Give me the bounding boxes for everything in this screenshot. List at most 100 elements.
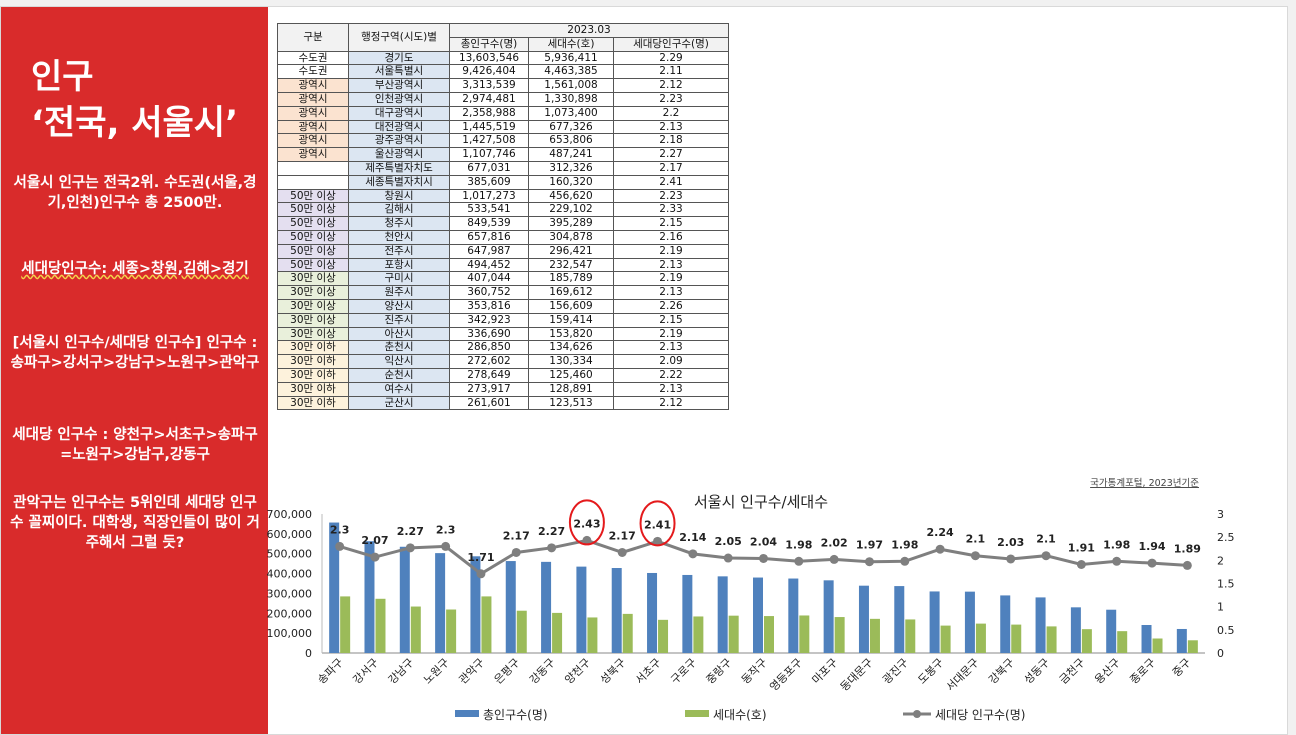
cell-region: 경기도 bbox=[348, 50, 450, 66]
legend-swatch-households bbox=[685, 710, 709, 717]
bar-households bbox=[728, 615, 739, 653]
header-per-household: 세대당인구수(명) bbox=[613, 36, 729, 52]
cell-region: 순천시 bbox=[348, 367, 450, 383]
chart-title: 서울시 인구수/세대수 bbox=[694, 493, 828, 511]
cell-households: 123,513 bbox=[528, 395, 614, 411]
header-population: 총인구수(명) bbox=[449, 36, 529, 52]
bar-population bbox=[647, 572, 658, 653]
table-row: 30만 이하 익산시 272,602 130,334 2.09 bbox=[277, 354, 729, 369]
cell-population: 278,649 bbox=[449, 367, 529, 383]
cell-region: 익산시 bbox=[348, 354, 450, 369]
table-row: 30만 이하 춘천시 286,850 134,626 2.13 bbox=[277, 340, 729, 356]
cell-region: 세종특별자치시 bbox=[348, 174, 450, 190]
table-row: 제주특별자치도 677,031 312,326 2.17 bbox=[277, 160, 729, 176]
table-row: 30만 이상 아산시 336,690 153,820 2.19 bbox=[277, 326, 729, 342]
bar-population bbox=[611, 568, 622, 653]
cell-households: 653,806 bbox=[528, 133, 614, 149]
data-label: 2.02 bbox=[821, 536, 848, 549]
table-row: 세종특별자치시 385,609 160,320 2.41 bbox=[277, 174, 729, 190]
data-label: 2.03 bbox=[997, 536, 1024, 549]
legend-label-per-household: 세대당 인구수(명) bbox=[935, 708, 1025, 722]
bar-households bbox=[658, 619, 669, 653]
cell-households: 296,421 bbox=[528, 243, 614, 259]
cell-group: 광역시 bbox=[277, 105, 349, 121]
bar-households bbox=[1011, 624, 1022, 653]
bar-households bbox=[410, 606, 421, 653]
cell-households: 125,460 bbox=[528, 367, 614, 383]
data-label: 2.04 bbox=[750, 535, 777, 548]
line-point bbox=[617, 547, 627, 557]
bar-population bbox=[435, 553, 446, 653]
cell-region: 부산광역시 bbox=[348, 78, 450, 93]
cell-per-household: 2.13 bbox=[613, 340, 729, 356]
cell-households: 1,561,008 bbox=[528, 78, 614, 93]
cell-population: 3,313,539 bbox=[449, 78, 529, 93]
y-right-tick-label: 0 bbox=[1217, 647, 1224, 660]
line-point bbox=[829, 554, 839, 564]
y-right-tick-label: 0.5 bbox=[1217, 624, 1235, 637]
cell-per-household: 2.13 bbox=[613, 119, 729, 135]
cell-group: 수도권 bbox=[277, 64, 349, 80]
cell-households: 1,073,400 bbox=[528, 105, 614, 121]
cell-region: 제주특별자치도 bbox=[348, 160, 450, 176]
data-label: 2.3 bbox=[436, 523, 456, 536]
cell-region: 울산광역시 bbox=[348, 147, 450, 162]
line-point bbox=[759, 553, 768, 563]
cell-population: 1,445,519 bbox=[449, 119, 529, 135]
line-point bbox=[511, 547, 521, 557]
bar-households bbox=[1081, 629, 1092, 653]
bar-population bbox=[1176, 628, 1187, 653]
bar-population bbox=[788, 578, 799, 653]
left-panel: 인구 ‘전국, 서울시’ 서울시 인구는 전국2위. 수도권(서울,경기,인천)… bbox=[1, 7, 268, 734]
cell-population: 9,426,404 bbox=[449, 64, 529, 80]
header-households: 세대수(호) bbox=[528, 36, 614, 52]
cell-per-household: 2.13 bbox=[613, 381, 729, 397]
cell-region: 원주시 bbox=[348, 285, 450, 300]
table-row: 50만 이상 포항시 494,452 232,547 2.13 bbox=[277, 257, 729, 273]
cell-per-household: 2.19 bbox=[613, 326, 729, 342]
bar-households bbox=[940, 625, 951, 653]
cell-region: 대전광역시 bbox=[348, 119, 450, 135]
cell-per-household: 2.22 bbox=[613, 367, 729, 383]
cell-per-household: 2.09 bbox=[613, 354, 729, 369]
cell-group: 광역시 bbox=[277, 78, 349, 93]
line-point bbox=[688, 549, 698, 559]
cell-households: 304,878 bbox=[528, 229, 614, 245]
cell-per-household: 2.23 bbox=[613, 91, 729, 107]
cell-population: 13,603,546 bbox=[449, 50, 529, 66]
cell-group: 광역시 bbox=[277, 133, 349, 149]
data-label: 2.14 bbox=[679, 531, 706, 544]
data-label: 1.98 bbox=[891, 538, 918, 551]
cell-region: 인천광역시 bbox=[348, 91, 450, 107]
cell-population: 261,601 bbox=[449, 395, 529, 411]
cell-per-household: 2.2 bbox=[613, 105, 729, 121]
bar-population bbox=[1000, 595, 1011, 653]
line-point bbox=[970, 551, 980, 561]
table-row: 수도권 서울특별시 9,426,404 4,463,385 2.11 bbox=[277, 64, 729, 80]
x-tick-label: 강동구 bbox=[527, 656, 558, 687]
header-group: 구분 bbox=[277, 23, 349, 52]
legend-label-households: 세대수(호) bbox=[713, 708, 767, 722]
cell-group: 50만 이상 bbox=[277, 202, 349, 218]
panel-title-line2: ‘전국, 서울시’ bbox=[31, 103, 238, 143]
data-label: 2.3 bbox=[330, 523, 350, 536]
cell-region: 창원시 bbox=[348, 188, 450, 204]
cell-population: 1,017,273 bbox=[449, 188, 529, 204]
cell-population: 1,427,508 bbox=[449, 133, 529, 149]
cell-region: 춘천시 bbox=[348, 340, 450, 356]
x-tick-label: 강북구 bbox=[986, 656, 1017, 687]
cell-households: 4,463,385 bbox=[528, 64, 614, 80]
cell-per-household: 2.13 bbox=[613, 257, 729, 273]
cell-group: 수도권 bbox=[277, 50, 349, 66]
data-label: 2.41 bbox=[644, 518, 671, 531]
bar-households bbox=[1152, 638, 1163, 653]
seoul-ranking-paragraph: [서울시 인구수/세대당 인구수] 인구수 : 송파구>강서구>강남구>노원구>… bbox=[10, 335, 260, 371]
slide: 인구 ‘전국, 서울시’ 서울시 인구는 전국2위. 수도권(서울,경기,인천)… bbox=[0, 6, 1288, 735]
table-subheader-row: 총인구수(명) 세대수(호) 세대당인구수(명) bbox=[278, 36, 729, 52]
bar-population bbox=[964, 591, 975, 653]
cell-region: 대구광역시 bbox=[348, 105, 450, 121]
cell-region: 서울특별시 bbox=[348, 64, 450, 80]
bar-population bbox=[541, 561, 552, 653]
table-row: 50만 이상 전주시 647,987 296,421 2.19 bbox=[277, 243, 729, 259]
bar-households bbox=[516, 610, 527, 653]
